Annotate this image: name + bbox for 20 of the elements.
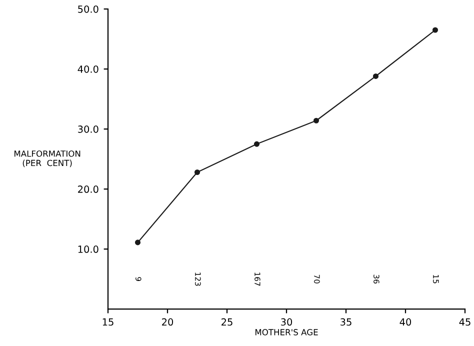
point xyxy=(194,169,200,176)
x-tick-label: 25 xyxy=(222,318,232,326)
x-tick-label: 40 xyxy=(400,318,412,326)
point xyxy=(134,240,141,246)
x-tick-label: 20 xyxy=(162,318,174,326)
y-tick-label: 40.0 xyxy=(78,65,98,73)
y-tick-label: 50.0 xyxy=(78,5,98,13)
y-tick-label: 10.0 xyxy=(78,246,98,253)
x-tick-label: 15 xyxy=(102,318,114,326)
y-tick-label: 30.0 xyxy=(78,126,98,133)
point xyxy=(432,27,438,33)
x-axis-title: MOTHER'S AGE xyxy=(255,329,318,336)
x-tick-label: 30 xyxy=(281,318,292,326)
y-tick-label: 20.0 xyxy=(78,186,98,193)
point xyxy=(313,118,320,124)
y-axis-title: MALFORMATION (PER CENT) xyxy=(14,150,80,168)
x-tick-label: 45 xyxy=(459,318,470,326)
point xyxy=(254,141,260,147)
x-tick-label: 35 xyxy=(340,318,352,326)
point xyxy=(372,73,379,79)
